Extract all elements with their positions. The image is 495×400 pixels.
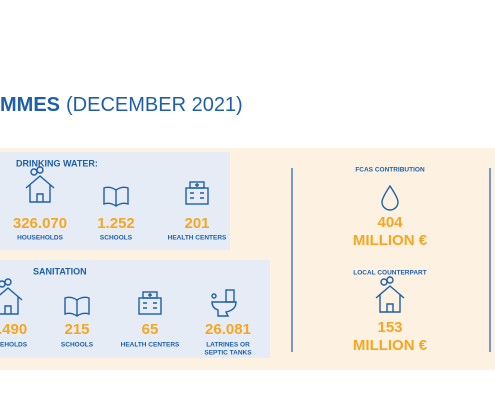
stat-label: HEALTH CENTERS: [168, 235, 227, 242]
house-icon: [375, 276, 405, 313]
header-title-rest: (DECEMBER 2021): [66, 94, 243, 116]
stat-label: HEALTH CENTERS: [121, 342, 180, 349]
stat-label: SCHOOLS: [100, 235, 133, 242]
stat-label: SEPTIC TANKS: [204, 350, 252, 357]
stat-value: .490: [0, 321, 27, 338]
house-icon: [0, 278, 23, 315]
drop-icon: [381, 184, 399, 211]
stat-label: LATRINES OR: [206, 342, 250, 349]
stat-value: 201: [184, 215, 209, 232]
book-icon: [64, 296, 90, 317]
stat-value: 326.070: [13, 215, 67, 232]
section-title: SANITATION: [33, 266, 87, 276]
funding-title: LOCAL COUNTERPART: [353, 270, 426, 277]
funding-amount: 153: [377, 319, 402, 336]
stat-value: 26.081: [205, 321, 251, 338]
header-title: MMES (DECEMBER 2021): [0, 94, 243, 116]
drinking-water-box: [0, 152, 230, 250]
house-icon: [25, 166, 55, 203]
latrine-icon: [211, 289, 237, 317]
section-title: DRINKING WATER:: [16, 158, 98, 168]
stat-value: 65: [142, 321, 159, 338]
funding-amount: 404: [377, 214, 403, 231]
header-title-bold: MMES: [0, 94, 60, 116]
funding-title: FCAS CONTRIBUTION: [355, 167, 425, 174]
stat-label: EHOLDS: [0, 342, 28, 349]
funding-unit: MILLION €: [353, 337, 428, 354]
stat-label: HOUSEHOLDS: [17, 235, 64, 242]
stat-value: 215: [64, 321, 89, 338]
stat-value: 1.252: [97, 215, 135, 232]
sanitation-box: [0, 260, 270, 358]
book-icon: [103, 186, 129, 207]
health-center-icon: [185, 181, 209, 205]
funding-unit: MILLION €: [353, 232, 428, 249]
health-center-icon: [138, 291, 162, 315]
stat-label: SCHOOLS: [61, 342, 94, 349]
